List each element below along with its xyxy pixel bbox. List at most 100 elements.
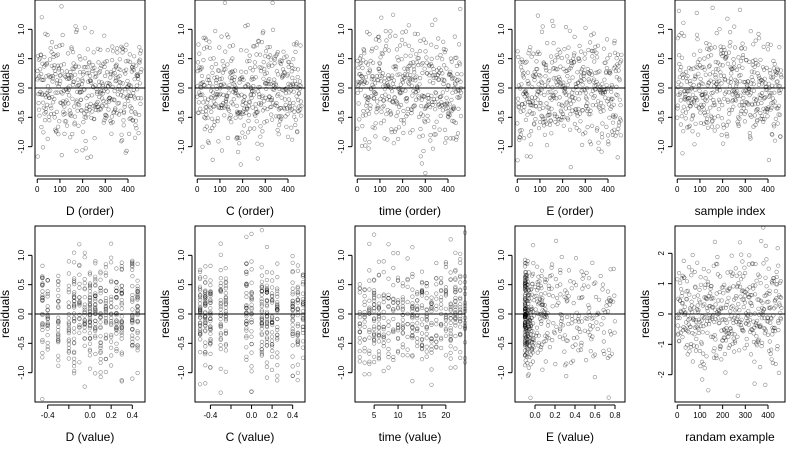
data-point [208, 327, 213, 332]
data-point [686, 265, 692, 270]
data-point [705, 46, 710, 52]
data-point [577, 43, 582, 49]
data-point [763, 84, 768, 90]
data-point [581, 73, 586, 78]
data-point [563, 89, 568, 94]
data-point [553, 119, 558, 125]
data-point [761, 106, 766, 111]
data-point [412, 103, 417, 108]
data-point [444, 136, 449, 141]
data-point [743, 88, 748, 93]
data-point [772, 61, 777, 67]
data-point [441, 81, 446, 87]
data-point [114, 321, 119, 327]
data-point [686, 96, 691, 101]
data-point [697, 63, 703, 68]
data-point [40, 276, 45, 281]
data-point [676, 271, 682, 276]
data-point [87, 347, 92, 352]
data-point [300, 345, 306, 350]
data-point [61, 62, 67, 67]
data-point [737, 79, 743, 84]
data-point [581, 64, 586, 70]
data-point [612, 40, 617, 46]
data-point [223, 286, 228, 291]
data-point [124, 67, 129, 72]
data-point [282, 97, 288, 102]
data-point [746, 262, 752, 267]
data-point [757, 79, 762, 84]
data-point [289, 69, 294, 74]
data-point [127, 52, 132, 57]
data-point [389, 75, 394, 80]
data-point [555, 121, 560, 126]
data-point [774, 79, 779, 84]
data-point [597, 69, 602, 74]
data-point [544, 68, 549, 73]
data-point [442, 127, 448, 132]
data-point [60, 102, 66, 107]
data-point [217, 45, 222, 50]
data-point [691, 100, 696, 105]
data-point [278, 61, 284, 67]
data-point [87, 324, 93, 329]
data-point [613, 113, 618, 118]
data-point [121, 94, 126, 99]
data-point [423, 49, 428, 54]
data-point [82, 277, 87, 282]
data-point [369, 77, 374, 82]
data-point [729, 107, 735, 113]
data-point [693, 96, 699, 101]
data-point [438, 68, 444, 73]
data-point [59, 153, 64, 158]
data-point [197, 92, 203, 97]
data-point [521, 70, 526, 76]
data-point [259, 289, 265, 294]
data-point [415, 336, 420, 341]
data-point [362, 79, 367, 84]
data-point [728, 76, 734, 81]
y-tick-label: 1.0 [17, 23, 26, 35]
data-point [121, 118, 126, 123]
data-point [362, 137, 368, 142]
data-point [77, 301, 82, 307]
data-point [198, 92, 203, 98]
data-point [119, 283, 124, 289]
data-point [413, 75, 418, 80]
data-point [410, 294, 415, 299]
data-point [45, 308, 50, 313]
data-point [686, 65, 692, 71]
data-point [689, 299, 694, 304]
data-point [93, 279, 98, 284]
data-point [598, 109, 603, 114]
data-point [773, 116, 779, 121]
data-point [388, 112, 393, 117]
data-point [747, 253, 752, 258]
data-point [130, 65, 135, 70]
data-point [700, 81, 705, 86]
data-point [270, 300, 275, 305]
data-point [208, 365, 213, 370]
data-point [56, 273, 61, 279]
data-point [581, 71, 587, 76]
data-point [93, 104, 98, 109]
data-point [448, 136, 453, 141]
data-point [135, 73, 141, 78]
data-point [117, 73, 122, 78]
data-point [108, 345, 114, 350]
data-point [66, 350, 71, 355]
data-point [264, 81, 269, 86]
data-point [689, 303, 694, 308]
data-point [40, 312, 45, 318]
data-point [249, 389, 254, 394]
data-point [739, 108, 744, 114]
y-tick-label: 0.5 [337, 53, 346, 65]
data-point [577, 58, 582, 64]
data-point [434, 282, 439, 287]
data-point [720, 53, 725, 59]
data-point [238, 162, 243, 167]
data-point [53, 44, 59, 50]
data-point [586, 47, 591, 53]
data-point [432, 124, 437, 130]
data-point [82, 336, 87, 341]
